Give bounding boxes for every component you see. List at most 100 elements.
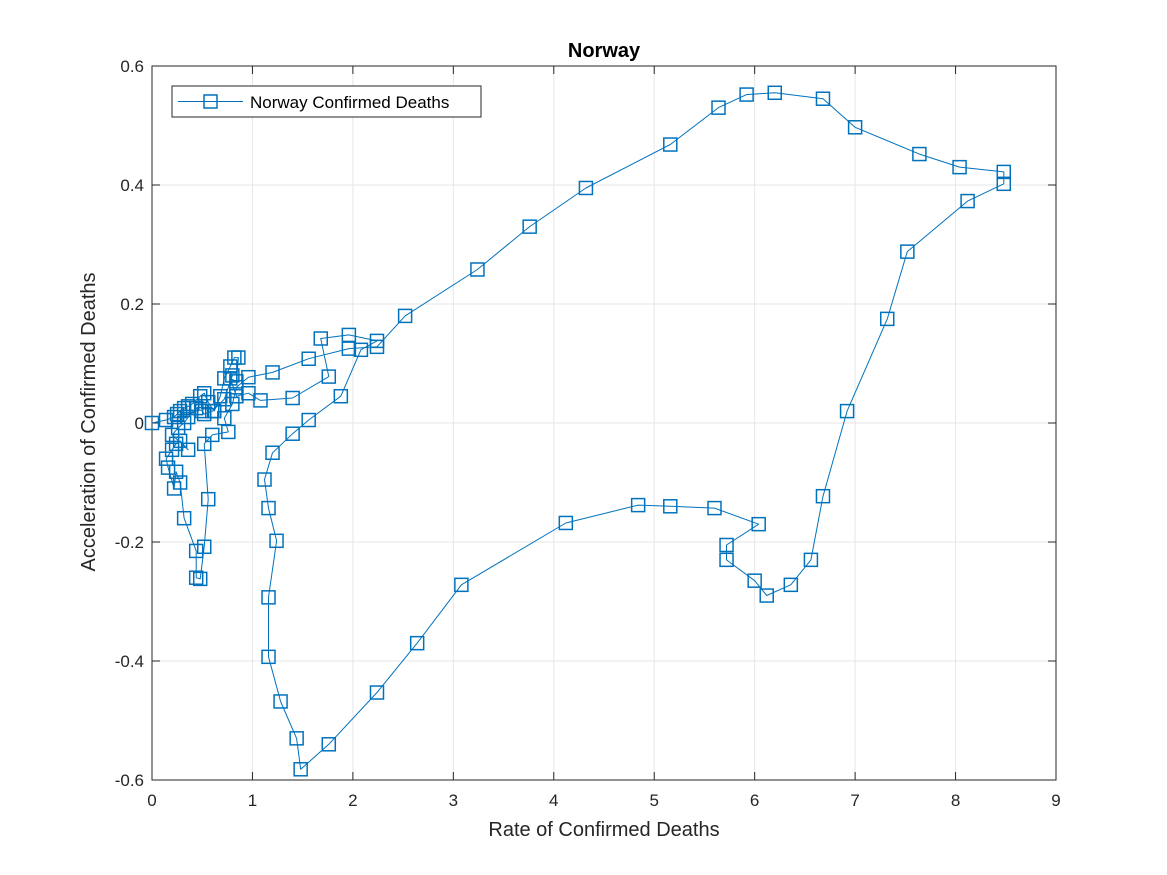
series <box>144 85 1012 777</box>
data-point-marker <box>454 577 469 593</box>
x-tick-label: 7 <box>850 791 859 810</box>
data-point-marker <box>205 403 220 419</box>
data-point-marker <box>205 427 220 443</box>
data-point-marker <box>188 543 204 559</box>
data-point-marker <box>285 390 300 406</box>
data-point-marker <box>265 365 280 380</box>
data-point-marker <box>707 500 722 516</box>
data-point-marker <box>711 100 726 115</box>
data-point-marker <box>996 164 1012 180</box>
data-point-marker <box>285 426 300 441</box>
x-tick-label: 5 <box>649 791 658 810</box>
data-point-marker <box>369 685 385 700</box>
legend: Norway Confirmed Deaths <box>171 85 482 118</box>
data-point-marker <box>880 311 895 327</box>
data-point-marker <box>241 369 256 385</box>
data-point-marker <box>759 588 774 603</box>
data-point-marker <box>269 533 284 549</box>
data-point-marker <box>192 571 208 587</box>
data-point-marker <box>630 497 646 513</box>
data-point-marker <box>176 510 192 526</box>
data-point-marker <box>397 308 413 324</box>
data-point-marker <box>217 391 232 407</box>
data-point-marker <box>180 442 196 458</box>
chart-title: Norway <box>568 40 641 62</box>
data-point-marker <box>257 472 272 487</box>
data-point-marker <box>166 481 182 496</box>
data-point-marker <box>221 424 236 440</box>
data-point-marker <box>558 515 574 531</box>
grid <box>152 66 1056 780</box>
data-point-marker <box>196 436 212 452</box>
y-tick-label: -0.6 <box>115 771 144 790</box>
data-point-marker <box>289 731 304 746</box>
data-point-marker <box>815 91 831 106</box>
y-tick-label: 0.4 <box>120 176 144 195</box>
data-point-marker <box>180 409 196 425</box>
data-point-marker <box>803 552 819 568</box>
data-point-marker <box>229 388 244 404</box>
data-point-marker <box>265 445 280 460</box>
data-point-marker <box>747 573 762 588</box>
data-point-marker <box>333 388 349 404</box>
x-tick-label: 1 <box>248 791 257 810</box>
y-axis-label: Acceleration of Confirmed Deaths <box>78 272 100 571</box>
data-point-marker <box>767 85 783 101</box>
data-point-marker <box>196 406 212 422</box>
data-point-marker <box>815 488 831 504</box>
x-tick-label: 6 <box>750 791 759 810</box>
data-point-marker <box>313 331 328 346</box>
data-point-marker <box>847 120 863 135</box>
data-point-marker <box>160 460 176 475</box>
tick-labels: 0 1 2 3 4 5 6 7 8 9 -0.6 -0.4 -0.2 0 0.2 0.4 0.6 <box>115 57 1061 810</box>
data-point-marker <box>188 570 204 585</box>
data-point-marker <box>839 403 855 419</box>
data-point-marker <box>663 137 678 152</box>
data-point-marker <box>194 403 210 419</box>
data-point-marker <box>293 762 308 777</box>
data-point-marker <box>321 369 337 384</box>
legend-marker-square <box>203 94 218 109</box>
data-point-marker <box>144 415 160 431</box>
legend-entry-norway-confirmed-deaths: Norway Confirmed Deaths <box>250 93 449 112</box>
data-point-marker <box>261 590 276 605</box>
data-point-marker <box>912 146 927 162</box>
y-tick-label: 0.2 <box>120 295 144 314</box>
data-point-marker <box>225 368 240 383</box>
data-point-marker <box>231 350 246 365</box>
data-point-marker <box>783 577 799 593</box>
x-tick-label: 0 <box>147 791 156 810</box>
data-point-marker <box>261 649 276 665</box>
data-point-marker <box>719 537 734 553</box>
data-point-marker <box>353 342 369 358</box>
data-point-marker <box>301 412 316 428</box>
series-line <box>151 92 1005 770</box>
data-point-marker <box>960 193 975 209</box>
data-point-marker <box>301 351 316 366</box>
x-axis-label: Rate of Confirmed Deaths <box>488 819 719 841</box>
data-point-marker <box>739 87 754 102</box>
data-point-marker <box>225 396 240 412</box>
x-tick-label: 3 <box>449 791 458 810</box>
data-point-marker <box>719 552 734 568</box>
y-tick-label: -0.4 <box>115 652 144 671</box>
data-point-marker <box>200 491 216 507</box>
data-point-marker <box>900 244 915 259</box>
data-point-marker <box>196 386 212 401</box>
data-point-marker <box>229 380 244 395</box>
data-point-marker <box>409 635 425 651</box>
data-point-marker <box>952 159 967 175</box>
data-point-marker <box>470 262 485 277</box>
data-point-marker <box>341 341 357 356</box>
data-point-marker <box>996 176 1012 192</box>
y-tick-label: -0.2 <box>115 533 144 552</box>
data-point-marker <box>273 694 288 709</box>
data-point-marker <box>253 393 268 408</box>
x-tick-label: 9 <box>1051 791 1060 810</box>
data-point-marker <box>213 388 228 404</box>
x-tick-label: 4 <box>549 791 558 810</box>
data-point-marker <box>196 539 212 555</box>
data-point-marker <box>578 180 594 196</box>
ticks <box>151 65 1057 781</box>
